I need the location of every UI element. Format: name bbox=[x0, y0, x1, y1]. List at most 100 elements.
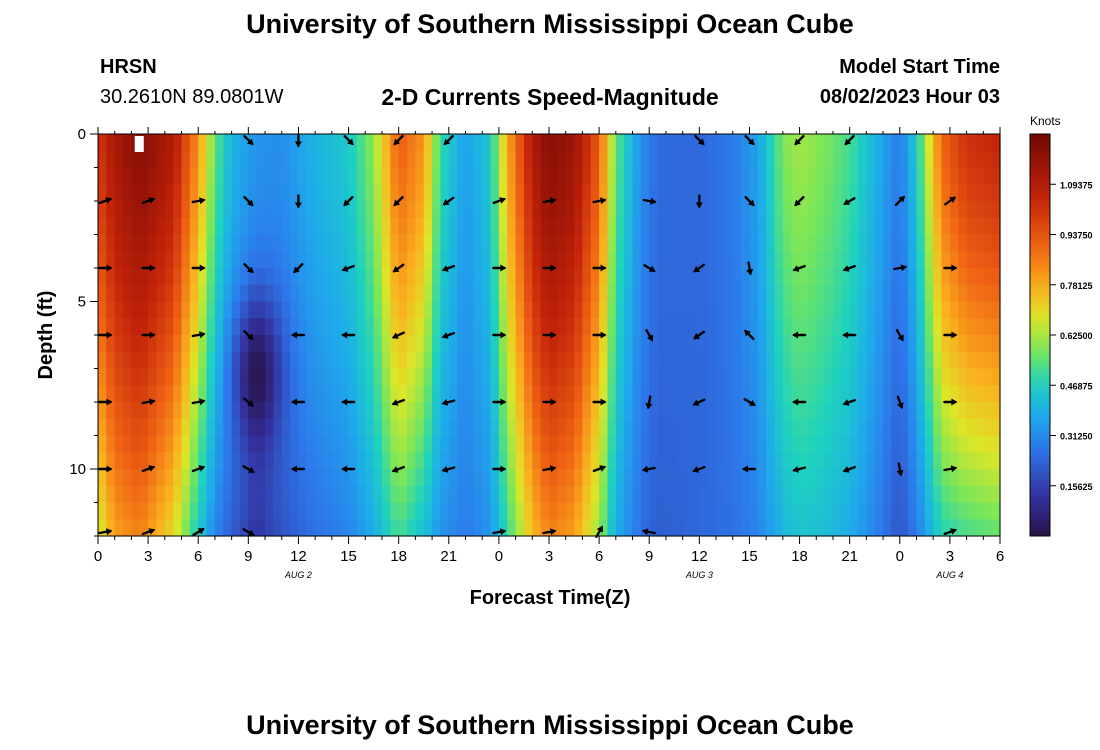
heatmap-cell bbox=[791, 284, 801, 303]
heatmap-cell bbox=[899, 485, 909, 504]
heatmap-cell bbox=[832, 385, 842, 403]
heatmap-cell bbox=[156, 435, 166, 453]
heatmap-cell bbox=[381, 351, 391, 370]
heatmap-cell bbox=[315, 368, 325, 386]
current-vector bbox=[693, 263, 705, 273]
heatmap-cell bbox=[482, 435, 492, 453]
heatmap-cell bbox=[432, 502, 442, 520]
heatmap-cell bbox=[98, 150, 107, 169]
heatmap-cell bbox=[415, 485, 425, 504]
heatmap-cell bbox=[974, 469, 984, 487]
heatmap-cell bbox=[223, 452, 233, 470]
heatmap-cell bbox=[665, 435, 675, 453]
heatmap-cell bbox=[231, 318, 241, 336]
heatmap-cell bbox=[265, 251, 274, 269]
heatmap-cell bbox=[624, 368, 634, 386]
heatmap-cell bbox=[557, 519, 567, 537]
current-vector bbox=[492, 197, 506, 205]
heatmap-cell bbox=[415, 234, 425, 252]
heatmap-cell bbox=[306, 385, 316, 403]
heatmap-cell bbox=[607, 402, 617, 420]
heatmap-cell bbox=[390, 469, 400, 487]
heatmap-cell bbox=[991, 301, 1001, 319]
heatmap-cell bbox=[306, 469, 316, 487]
heatmap-cell bbox=[991, 485, 1001, 504]
heatmap-cell bbox=[256, 234, 266, 252]
current-vector bbox=[242, 528, 255, 536]
heatmap-cell bbox=[757, 519, 767, 537]
heatmap-cell bbox=[507, 251, 517, 269]
heatmap-cell bbox=[941, 385, 951, 403]
heatmap-cell bbox=[941, 201, 951, 219]
heatmap-cell bbox=[532, 452, 542, 470]
heatmap-cell bbox=[373, 234, 383, 252]
heatmap-cell bbox=[181, 134, 191, 152]
heatmap-cell bbox=[315, 134, 325, 152]
heatmap-cell bbox=[123, 335, 133, 353]
heatmap-cell bbox=[290, 485, 300, 504]
heatmap-cell bbox=[532, 485, 542, 504]
heatmap-cell bbox=[173, 335, 183, 353]
heatmap-cell bbox=[381, 201, 391, 219]
heatmap-cell bbox=[766, 519, 776, 537]
station-name: HRSN bbox=[100, 56, 157, 78]
heatmap-cell bbox=[766, 234, 776, 252]
heatmap-cell bbox=[98, 435, 107, 453]
heatmap-cell bbox=[173, 268, 183, 286]
heatmap-cell bbox=[949, 284, 959, 303]
heatmap-cell bbox=[482, 418, 492, 437]
heatmap-cell bbox=[983, 452, 993, 470]
heatmap-cell bbox=[407, 368, 416, 386]
heatmap-cell bbox=[699, 418, 709, 437]
heatmap-cell bbox=[440, 268, 450, 286]
heatmap-cell bbox=[98, 335, 107, 353]
heatmap-cell bbox=[766, 201, 776, 219]
heatmap-cell bbox=[256, 335, 266, 353]
heatmap-cell bbox=[590, 301, 600, 319]
heatmap-cell bbox=[624, 268, 634, 286]
heatmap-cell bbox=[657, 184, 667, 202]
heatmap-cell bbox=[265, 485, 274, 504]
heatmap-cell bbox=[515, 234, 525, 252]
heatmap-cell bbox=[106, 335, 116, 353]
heatmap-cell bbox=[139, 217, 149, 236]
heatmap-cell bbox=[540, 519, 550, 537]
heatmap-cell bbox=[607, 318, 617, 336]
heatmap-cell bbox=[983, 335, 993, 353]
heatmap-cell bbox=[774, 184, 784, 202]
station-coordinates: 30.2610N 89.0801W bbox=[100, 86, 284, 108]
heatmap-cell bbox=[615, 234, 625, 252]
heatmap-cell bbox=[432, 201, 442, 219]
current-vector bbox=[192, 528, 205, 536]
heatmap-cell bbox=[816, 301, 826, 319]
heatmap-cell bbox=[457, 134, 467, 152]
heatmap-cell bbox=[624, 234, 634, 252]
heatmap-cell bbox=[473, 234, 483, 252]
heatmap-cell bbox=[599, 301, 609, 319]
heatmap-cell bbox=[791, 318, 801, 336]
heatmap-cell bbox=[707, 519, 717, 537]
heatmap-cell bbox=[699, 435, 709, 453]
heatmap-cell bbox=[323, 284, 333, 303]
heatmap-cell bbox=[716, 435, 725, 453]
heatmap-cell bbox=[290, 385, 300, 403]
heatmap-cell bbox=[716, 234, 725, 252]
heatmap-cell bbox=[899, 418, 909, 437]
heatmap-cell bbox=[991, 234, 1001, 252]
heatmap-cell bbox=[590, 134, 600, 152]
heatmap-cell bbox=[490, 351, 500, 370]
heatmap-cell bbox=[156, 519, 166, 537]
heatmap-cell bbox=[674, 435, 684, 453]
heatmap-cell bbox=[649, 485, 659, 504]
heatmap-cell bbox=[707, 452, 717, 470]
heatmap-cell bbox=[98, 201, 107, 219]
heatmap-cell bbox=[231, 201, 241, 219]
heatmap-cell bbox=[373, 502, 383, 520]
heatmap-cell bbox=[281, 485, 291, 504]
heatmap-cell bbox=[106, 418, 116, 437]
x-tick-label: 6 bbox=[996, 548, 1004, 565]
heatmap-cell bbox=[189, 268, 199, 286]
heatmap-cell bbox=[824, 150, 834, 169]
heatmap-cell bbox=[832, 184, 842, 202]
heatmap-cell bbox=[348, 234, 358, 252]
